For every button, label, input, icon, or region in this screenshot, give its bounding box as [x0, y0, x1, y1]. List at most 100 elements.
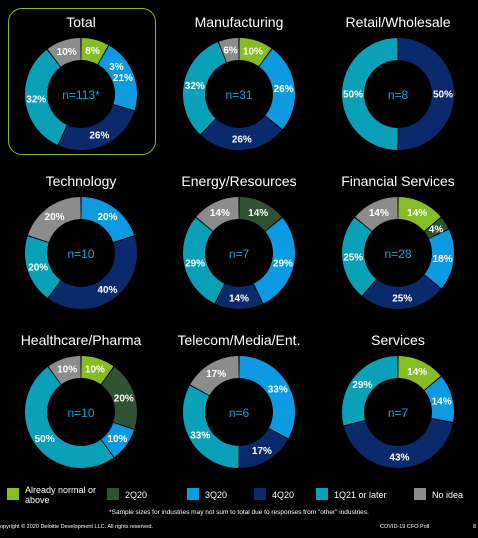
legend-label: 2Q20: [125, 490, 148, 500]
slice-label: 50%: [433, 90, 453, 101]
chart-title: Energy/Resources: [181, 173, 296, 189]
slice-label: 20%: [97, 212, 117, 223]
chart-title: Financial Services: [341, 173, 455, 189]
donut-chart-0: Total 8% 21% 26% 32% 10% 3% n=113*: [24, 14, 138, 150]
donut-slice-q2_20: [239, 197, 282, 232]
slice-label: 4%: [429, 224, 444, 235]
donut-slice-q3_20: [253, 217, 296, 304]
slice-label: 25%: [392, 293, 412, 304]
chart-title: Services: [371, 332, 425, 348]
slice-label: 14%: [407, 208, 427, 219]
legend-swatch: [414, 488, 426, 500]
slice-label: 29%: [273, 258, 293, 269]
donut-slice-q1_21_later: [25, 236, 61, 298]
donut-slice-q4_20: [398, 38, 455, 150]
chart-title: Total: [66, 14, 96, 30]
donut-slice-q1_21_later: [182, 42, 227, 135]
legend-swatch: [107, 488, 119, 500]
poll-name: COVID-19 CFO Poll: [380, 524, 430, 530]
donut-slice-no_idea: [47, 38, 81, 67]
donut-chart-6: Healthcare/Pharma 10% 20% 10% 50% 10% n=10: [21, 332, 142, 468]
legend-label: 4Q20: [272, 490, 295, 500]
donut-slice-already_normal: [398, 356, 441, 391]
donut-slice-no_idea: [218, 38, 239, 63]
donut-slice-no_idea: [196, 197, 239, 232]
slice-label: 14%: [229, 294, 249, 305]
legend: Already normal or above 2Q20 3Q20 4Q20 1Q21 …: [0, 484, 478, 508]
donut-slice-no_idea: [355, 197, 398, 232]
slice-label: 43%: [389, 452, 409, 463]
donut-chart-1: Manufacturing 10% 26% 26% 32% 6% n=31: [182, 14, 295, 151]
donut-slice-q1_21_later: [183, 385, 239, 468]
slice-label: 14%: [210, 208, 230, 219]
chart-title: Technology: [46, 173, 117, 189]
slice-label: 26%: [232, 134, 252, 145]
slice-label: 21%: [113, 73, 133, 84]
chart-title: Retail/Wholesale: [345, 14, 450, 30]
slice-label: 14%: [248, 208, 268, 219]
donut-slice-q3_20: [424, 229, 454, 289]
slice-label: 50%: [343, 90, 363, 101]
donut-slice-q1_21_later: [25, 367, 114, 468]
slice-label: 33%: [190, 430, 210, 441]
donut-slice-already_normal: [81, 38, 109, 65]
donut-slice-q3_20: [424, 376, 455, 422]
sample-size-label: n=10: [67, 247, 94, 261]
donut-slice-q1_21_later: [342, 356, 398, 426]
sample-size-label: n=31: [225, 88, 252, 102]
donut-slice-q4_20: [215, 283, 263, 310]
slice-label: 33%: [268, 385, 288, 396]
donut-slice-q3_20: [259, 49, 295, 130]
slice-label: 20%: [45, 212, 65, 223]
donut-slice-no_idea: [48, 356, 81, 385]
page-number: 8: [473, 524, 477, 530]
legend-label: 1Q21 or later: [334, 490, 387, 500]
donut-slice-q3_20: [239, 356, 295, 439]
donut-slice-already_normal: [239, 38, 272, 67]
donut-slice-q3_20: [81, 197, 135, 243]
slice-label: 25%: [343, 253, 363, 264]
legend-label: 3Q20: [205, 490, 228, 500]
slice-label: 29%: [185, 258, 205, 269]
donut-slice-already_normal: [81, 356, 114, 385]
donut-slice-q3_20: [101, 422, 135, 457]
legend-label: Already normal or above: [25, 485, 97, 505]
donut-slice-q1_21_later: [24, 49, 67, 145]
donut-chart-2: Retail/Wholesale 50% 50% n=8: [341, 14, 455, 150]
sample-size-label: n=28: [384, 247, 411, 261]
slice-label: 32%: [26, 95, 46, 106]
slice-label-extra: 3%: [109, 62, 124, 73]
donut-slice-no_idea: [27, 197, 81, 243]
slice-label: 29%: [352, 380, 372, 391]
slice-label: 40%: [97, 285, 117, 296]
sample-size-label: n=7: [229, 247, 250, 261]
footnote: *Sample sizes for industries may not sum…: [109, 509, 369, 516]
slice-label: 10%: [85, 365, 105, 376]
donut-slice-q4_20: [362, 274, 441, 310]
donut-slice-already_normal: [398, 197, 441, 232]
donut-slice-q4_20: [201, 115, 282, 151]
sample-size-label: n=113*: [62, 88, 100, 102]
legend-swatch: [187, 488, 199, 500]
donut-slice-no_idea: [190, 356, 239, 396]
slice-label: 18%: [433, 254, 453, 265]
donut-slice-q2_20: [101, 367, 137, 429]
donut-charts-grid: Total 8% 21% 26% 32% 10% 3% n=113* Manufacturing…: [21, 14, 455, 468]
slice-label: 26%: [274, 84, 294, 95]
slice-label: 14%: [432, 396, 452, 407]
donut-slice-q4_20: [48, 236, 137, 309]
slice-label: 10%: [57, 47, 77, 58]
slice-label: 17%: [206, 369, 226, 380]
slice-label: 10%: [243, 47, 263, 58]
donut-slice-q1_21_later: [342, 217, 377, 296]
donut-chart-8: Services 14% 14% 43% 29% n=7: [342, 332, 455, 468]
chart-title: Healthcare/Pharma: [21, 332, 142, 348]
donut-slice-q3_20: [98, 45, 138, 111]
donut-chart-3: Technology 20% 40% 20% 20% n=10: [25, 173, 137, 309]
sample-size-label: n=8: [388, 88, 409, 102]
slice-label: 20%: [28, 262, 48, 273]
slice-label: 14%: [407, 367, 427, 378]
slice-label: 20%: [114, 394, 134, 405]
sample-size-label: n=6: [229, 406, 250, 420]
